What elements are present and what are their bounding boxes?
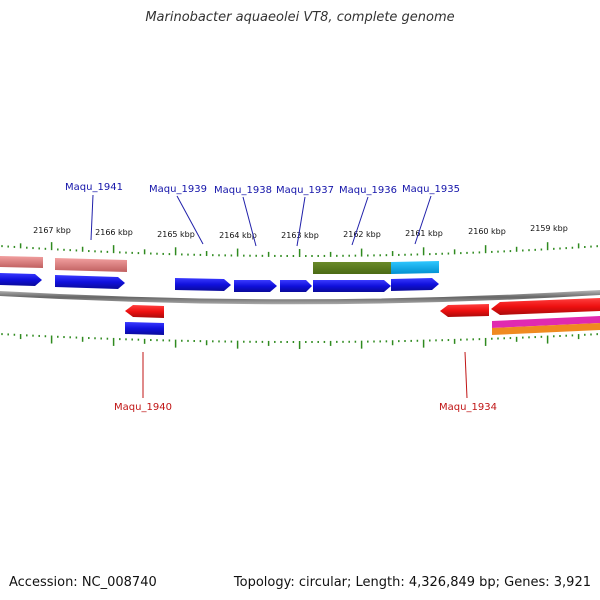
leader-line <box>464 351 468 399</box>
feature-blue-1940 <box>125 322 164 335</box>
feature-orange-right <box>492 323 600 335</box>
feature-pink-1941 <box>55 258 127 272</box>
topology-text: Topology: circular; Length: 4,326,849 bp… <box>233 575 591 590</box>
outer-tick-ring <box>1 242 598 257</box>
leader-line <box>351 196 369 246</box>
feature-olive-1936 <box>313 262 391 274</box>
gene-arrow-1938 <box>234 280 277 292</box>
gene-arrow-1935 <box>391 278 439 291</box>
kbp-label: 2167 kbp <box>33 226 71 235</box>
gene-arrow-1939 <box>175 278 231 291</box>
gene-label-maqu-1936: Maqu_1936 <box>339 185 397 196</box>
label-leaders <box>90 194 468 399</box>
gene-label-maqu-1940: Maqu_1940 <box>114 402 172 413</box>
kbp-label: 2162 kbp <box>343 230 381 239</box>
gene-arrow-1936 <box>313 280 391 292</box>
gene-arrow-1937 <box>280 280 312 292</box>
gene-label-maqu-1941: Maqu_1941 <box>65 182 123 193</box>
gene-label-maqu-1934: Maqu_1934 <box>439 402 497 413</box>
map-title: Marinobacter aquaeolei VT8, complete gen… <box>145 10 455 25</box>
feature-pink-left <box>0 256 43 268</box>
gene-label-maqu-1939: Maqu_1939 <box>149 184 207 195</box>
leader-line <box>176 195 204 245</box>
gene-labels: Maqu_1941 Maqu_1939 Maqu_1938 Maqu_1937 … <box>65 182 497 413</box>
kbp-label: 2165 kbp <box>157 230 195 239</box>
gene-arrow-forward <box>0 273 42 286</box>
feature-magenta-right <box>492 316 600 328</box>
genome-backbone <box>0 290 600 305</box>
gene-label-maqu-1937: Maqu_1937 <box>276 185 334 196</box>
gene-label-maqu-1938: Maqu_1938 <box>214 185 272 196</box>
feature-cyan-1935 <box>391 261 439 274</box>
gene-arrow-reverse-right <box>491 298 600 315</box>
kbp-label: 2161 kbp <box>405 229 443 238</box>
kbp-label: 2160 kbp <box>468 227 506 236</box>
kbp-label: 2164 kbp <box>219 231 257 240</box>
gene-arrow-1940 <box>125 305 164 318</box>
gene-arrow-1934 <box>440 304 489 317</box>
kbp-label: 2159 kbp <box>530 224 568 233</box>
leader-line <box>242 196 257 247</box>
leader-line <box>90 194 94 241</box>
accession-text: Accession: NC_008740 <box>9 575 157 590</box>
kbp-label: 2163 kbp <box>281 231 319 240</box>
kbp-label: 2166 kbp <box>95 228 133 237</box>
gene-label-maqu-1935: Maqu_1935 <box>402 184 460 195</box>
kbp-scale: 2167 kbp 2166 kbp 2165 kbp 2164 kbp 2163… <box>33 224 568 240</box>
leader-line <box>296 196 306 247</box>
leader-line <box>414 195 432 245</box>
inner-tick-ring <box>1 333 598 349</box>
gene-arrow-1941 <box>55 275 125 289</box>
